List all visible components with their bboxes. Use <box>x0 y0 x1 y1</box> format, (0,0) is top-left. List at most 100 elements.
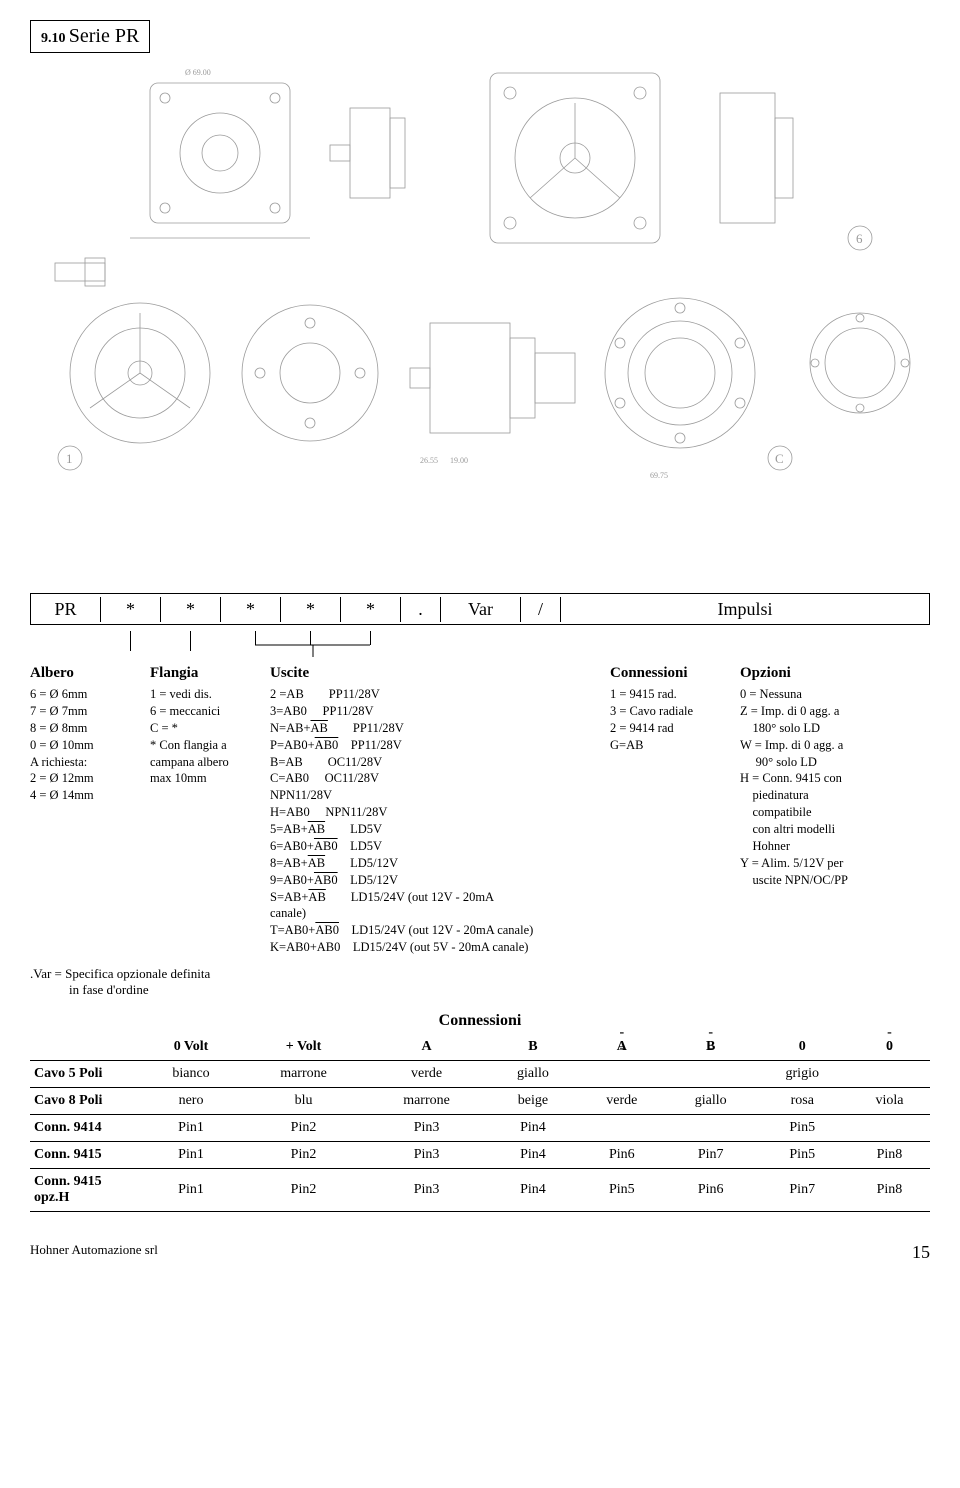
option-line: Z = Imp. di 0 agg. a <box>740 703 900 720</box>
option-line: 2 =AB PP11/28V <box>270 686 610 703</box>
table-cell: Pin4 <box>488 1169 578 1212</box>
code-star-3: * <box>221 597 281 622</box>
col-opzioni: Opzioni 0 = NessunaZ = Imp. di 0 agg. a … <box>740 665 900 956</box>
col-uscite: Uscite 2 =AB PP11/28V3=AB0 PP11/28VN=AB+… <box>270 665 610 956</box>
table-cell: Pin4 <box>488 1115 578 1142</box>
table-cell: giallo <box>488 1061 578 1088</box>
col-flangia-title: Flangia <box>150 665 260 682</box>
table-cell: Pin3 <box>365 1169 488 1212</box>
table-cell: beige <box>488 1088 578 1115</box>
option-line: B=AB OC11/28V <box>270 754 610 771</box>
option-line: canale) <box>270 905 610 922</box>
table-cell: Pin2 <box>242 1142 365 1169</box>
svg-text:69.75: 69.75 <box>650 471 668 480</box>
code-star-2: * <box>161 597 221 622</box>
code-slash: / <box>521 597 561 622</box>
option-line: compatibile <box>740 804 900 821</box>
conn-header: 0 <box>756 1034 849 1061</box>
option-line: 2 = 9414 rad <box>610 720 730 737</box>
option-line: 180° solo LD <box>740 720 900 737</box>
table-cell: Pin1 <box>140 1169 242 1212</box>
conn-header <box>30 1034 140 1061</box>
conn-table-title: Connessioni <box>30 1012 930 1030</box>
option-line: 4 = Ø 14mm <box>30 787 140 804</box>
option-line: K=AB0+AB0 LD15/24V (out 5V - 20mA canale… <box>270 939 610 956</box>
option-line: 3 = Cavo radiale <box>610 703 730 720</box>
option-line: 1 = 9415 rad. <box>610 686 730 703</box>
table-cell: bianco <box>140 1061 242 1088</box>
table-cell: blu <box>242 1088 365 1115</box>
table-cell: Pin5 <box>756 1115 849 1142</box>
option-line: 0 = Nessuna <box>740 686 900 703</box>
table-cell: Cavo 8 Poli <box>30 1088 140 1115</box>
option-line: uscite NPN/OC/PP <box>740 872 900 889</box>
table-cell: Cavo 5 Poli <box>30 1061 140 1088</box>
table-cell: verde <box>578 1088 666 1115</box>
table-cell <box>666 1115 756 1142</box>
option-line: con altri modelli <box>740 821 900 838</box>
option-line: max 10mm <box>150 770 260 787</box>
col-albero-title: Albero <box>30 665 140 682</box>
option-line: 7 = Ø 7mm <box>30 703 140 720</box>
col-albero: Albero 6 = Ø 6mm7 = Ø 7mm8 = Ø 8mm0 = Ø … <box>30 665 140 956</box>
table-cell: nero <box>140 1088 242 1115</box>
option-line: 6 = meccanici <box>150 703 260 720</box>
conn-table: 0 Volt+ VoltABAB00 Cavo 5 Polibiancomarr… <box>30 1034 930 1212</box>
option-line: 6 = Ø 6mm <box>30 686 140 703</box>
code-dot: . <box>401 597 441 622</box>
table-cell: Pin5 <box>578 1169 666 1212</box>
page-title-box: 9.10 Serie PR <box>30 20 150 53</box>
option-line: H=AB0 NPN11/28V <box>270 804 610 821</box>
table-cell: Pin8 <box>849 1142 930 1169</box>
conn-header: + Volt <box>242 1034 365 1061</box>
option-line: 0 = Ø 10mm <box>30 737 140 754</box>
option-line: 8 = Ø 8mm <box>30 720 140 737</box>
conn-header: A <box>578 1034 666 1061</box>
svg-text:26.55: 26.55 <box>420 456 438 465</box>
table-row: Conn. 9415Pin1Pin2Pin3Pin4Pin6Pin7Pin5Pi… <box>30 1142 930 1169</box>
option-line: Y = Alim. 5/12V per <box>740 855 900 872</box>
table-cell: Pin1 <box>140 1115 242 1142</box>
footer-company: Hohner Automazione srl <box>30 1242 158 1263</box>
table-cell: Pin1 <box>140 1142 242 1169</box>
table-cell: Pin6 <box>578 1142 666 1169</box>
page-number: 15 <box>912 1242 930 1263</box>
option-line: 5=AB+AB LD5V <box>270 821 610 838</box>
table-cell <box>849 1115 930 1142</box>
table-cell: Pin7 <box>756 1169 849 1212</box>
svg-text:1: 1 <box>66 451 73 466</box>
svg-text:C: C <box>775 451 784 466</box>
table-cell: viola <box>849 1088 930 1115</box>
page-footer: Hohner Automazione srl 15 <box>30 1242 930 1263</box>
code-star-1: * <box>101 597 161 622</box>
conn-header: 0 <box>849 1034 930 1061</box>
option-line: 9=AB0+AB0 LD5/12V <box>270 872 610 889</box>
option-line: N=AB+AB PP11/28V <box>270 720 610 737</box>
conn-header: A <box>365 1034 488 1061</box>
table-cell: marrone <box>242 1061 365 1088</box>
table-cell: Pin8 <box>849 1169 930 1212</box>
svg-text:6: 6 <box>856 231 863 246</box>
table-cell: giallo <box>666 1088 756 1115</box>
option-line: G=AB <box>610 737 730 754</box>
table-row: Conn. 9414Pin1Pin2Pin3Pin4Pin5 <box>30 1115 930 1142</box>
option-line: 90° solo LD <box>740 754 900 771</box>
code-impulsi: Impulsi <box>561 597 929 622</box>
code-pr: PR <box>31 597 101 622</box>
option-line: piedinatura <box>740 787 900 804</box>
option-line: campana albero <box>150 754 260 771</box>
option-line: 3=AB0 PP11/28V <box>270 703 610 720</box>
code-star-5: * <box>341 597 401 622</box>
col-connessioni: Connessioni 1 = 9415 rad.3 = Cavo radial… <box>610 665 730 956</box>
table-cell: Conn. 9415 opz.H <box>30 1169 140 1212</box>
conn-header: B <box>666 1034 756 1061</box>
table-row: Cavo 5 Polibiancomarroneverdegiallogrigi… <box>30 1061 930 1088</box>
table-cell: Pin7 <box>666 1142 756 1169</box>
table-cell: Pin3 <box>365 1115 488 1142</box>
option-line: P=AB0+AB0 PP11/28V <box>270 737 610 754</box>
option-line: S=AB+AB LD15/24V (out 12V - 20mA <box>270 889 610 906</box>
col-uscite-title: Uscite <box>270 665 610 682</box>
col-conn-title: Connessioni <box>610 665 730 682</box>
option-line: NPN11/28V <box>270 787 610 804</box>
title-main: Serie PR <box>69 25 140 47</box>
